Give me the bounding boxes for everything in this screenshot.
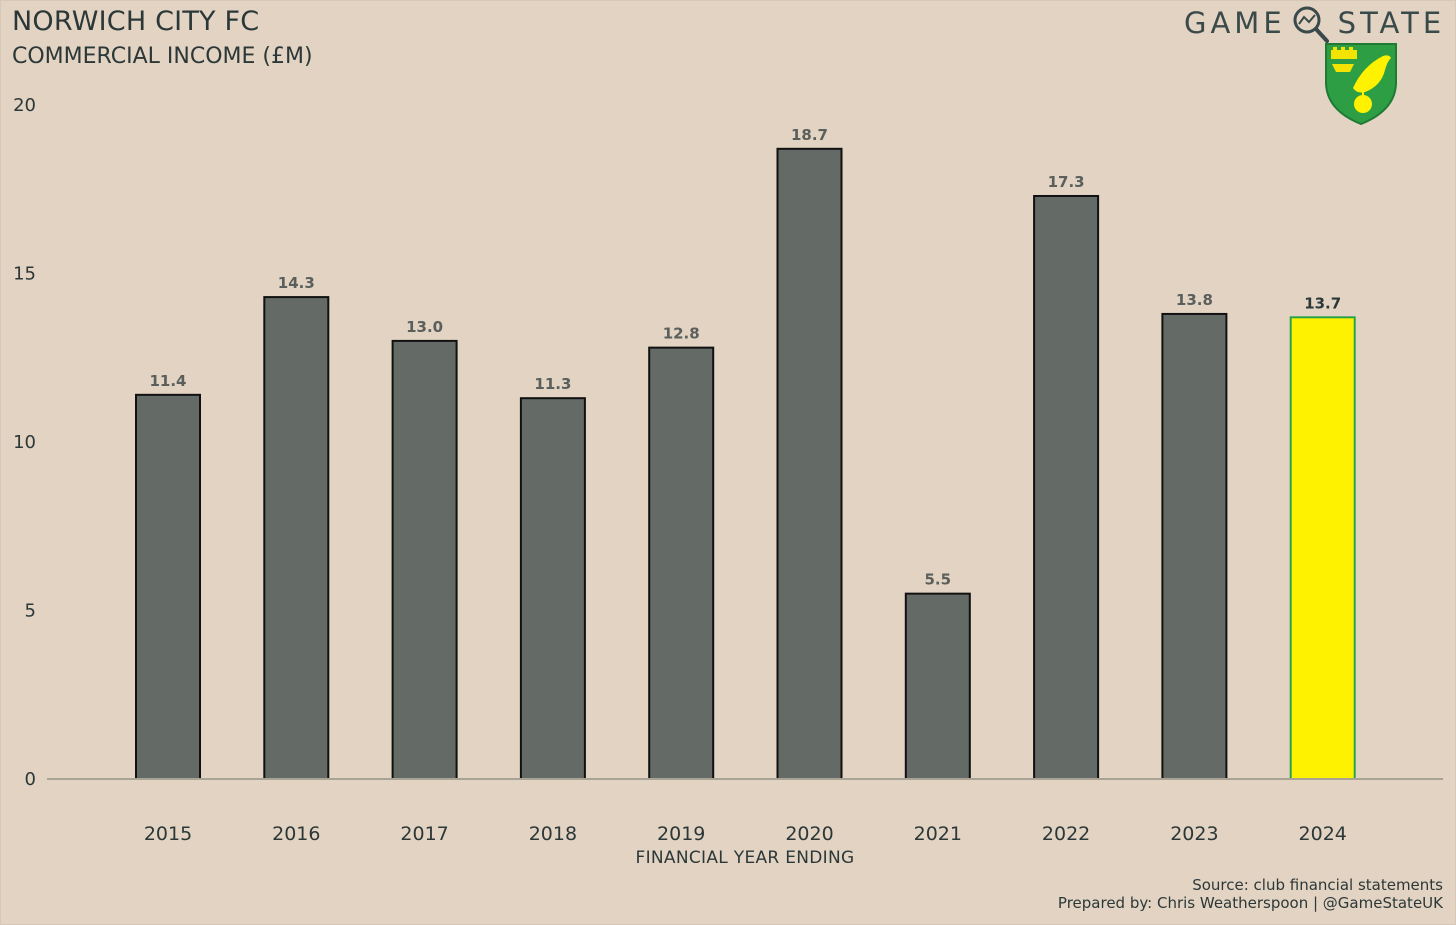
chart-title: NORWICH CITY FC bbox=[12, 6, 260, 37]
x-tick-label-2019: 2019 bbox=[657, 823, 705, 845]
data-label-2017: 13.0 bbox=[406, 318, 443, 336]
bars-group bbox=[135, 147, 1356, 781]
x-tick-label-2015: 2015 bbox=[144, 823, 192, 845]
bar-2016 bbox=[263, 296, 330, 780]
y-tick-label: 0 bbox=[25, 769, 36, 790]
bar-2015 bbox=[135, 393, 201, 780]
x-tick-label-2022: 2022 bbox=[1042, 823, 1090, 845]
x-tick-label-2016: 2016 bbox=[272, 823, 320, 845]
brand-text-left: GAME bbox=[1184, 6, 1286, 40]
x-tick-label-2021: 2021 bbox=[914, 823, 962, 845]
data-label-2022: 17.3 bbox=[1048, 173, 1085, 191]
y-tick-label: 15 bbox=[13, 264, 36, 285]
bar-2020 bbox=[776, 147, 843, 780]
bar-2023 bbox=[1161, 312, 1228, 780]
bar-2021 bbox=[904, 592, 971, 781]
data-label-2018: 11.3 bbox=[534, 375, 571, 393]
y-axis: 0 5 10 15 20 bbox=[13, 95, 36, 790]
club-crest-icon bbox=[1325, 43, 1397, 126]
x-tick-label-2017: 2017 bbox=[400, 823, 448, 845]
data-label-2021: 5.5 bbox=[925, 571, 952, 589]
x-axis: 2015 2016 2017 2018 2019 2020 2021 2022 2023 2024 bbox=[144, 823, 1347, 845]
magnifier-icon bbox=[1293, 6, 1329, 43]
chart-subtitle: COMMERCIAL INCOME (£M) bbox=[12, 44, 313, 69]
source-note: Source: club financial statements bbox=[1192, 876, 1443, 894]
bar-2019 bbox=[648, 346, 715, 780]
data-label-2024: 13.7 bbox=[1304, 294, 1341, 312]
y-tick-label: 5 bbox=[25, 601, 36, 622]
bar-2022 bbox=[1033, 194, 1100, 781]
x-tick-label-2020: 2020 bbox=[785, 823, 833, 845]
data-labels: 11.4 14.3 13.0 11.3 12.8 18.7 5.5 17.3 13.8 13.7 bbox=[149, 126, 1341, 589]
credit-note: Prepared by: Chris Weatherspoon | @GameS… bbox=[1057, 894, 1443, 912]
data-label-2023: 13.8 bbox=[1176, 291, 1213, 309]
data-label-2019: 12.8 bbox=[663, 325, 700, 343]
x-tick-label-2023: 2023 bbox=[1170, 823, 1218, 845]
y-tick-label: 10 bbox=[13, 432, 36, 453]
x-tick-label-2024: 2024 bbox=[1299, 823, 1347, 845]
bar-2018 bbox=[519, 397, 586, 780]
data-label-2020: 18.7 bbox=[791, 126, 828, 144]
brand-text-right: STATE bbox=[1337, 6, 1446, 40]
data-label-2016: 14.3 bbox=[278, 274, 315, 292]
bar-2024 bbox=[1289, 316, 1356, 780]
data-label-2015: 11.4 bbox=[149, 372, 186, 390]
brand-logo: GAME STATE bbox=[1184, 6, 1445, 40]
footer-notes: Source: club financial statements Prepar… bbox=[1058, 876, 1443, 912]
x-axis-label: FINANCIAL YEAR ENDING bbox=[636, 848, 855, 868]
x-tick-label-2018: 2018 bbox=[529, 823, 577, 845]
bar-2017 bbox=[391, 339, 458, 780]
y-tick-label: 20 bbox=[13, 95, 36, 116]
